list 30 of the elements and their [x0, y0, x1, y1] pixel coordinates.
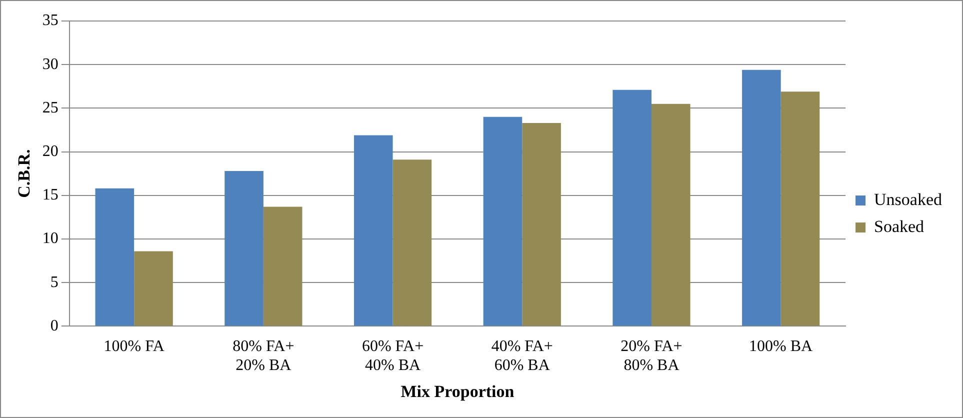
- y-tick-label: 25: [42, 99, 58, 116]
- y-tick-label: 35: [42, 12, 58, 30]
- y-tick-label: 15: [42, 186, 58, 204]
- bar: [522, 123, 561, 326]
- bar: [483, 116, 522, 326]
- bar: [392, 160, 432, 326]
- y-tick-label: 0: [50, 317, 58, 334]
- y-tick-label: 20: [42, 143, 58, 160]
- bar: [263, 206, 302, 326]
- legend-label: Soaked: [874, 216, 925, 236]
- bar: [95, 188, 134, 326]
- y-tick-label: 30: [42, 56, 58, 73]
- legend-label: Unsoaked: [874, 190, 942, 209]
- x-tick-label: 100% FA: [104, 338, 165, 356]
- bar: [354, 135, 393, 326]
- x-tick-label: 80% FA+ 20% BA: [232, 338, 294, 374]
- bar: [612, 90, 652, 326]
- y-tick-label: 10: [42, 230, 58, 248]
- bar: [742, 70, 781, 326]
- bar: [134, 251, 173, 326]
- x-tick-label: 40% FA+ 60% BA: [491, 338, 553, 374]
- y-tick-label: 5: [50, 274, 58, 291]
- x-tick-label: 100% BA: [749, 338, 814, 356]
- x-tick-label: 60% FA+ 40% BA: [362, 338, 424, 374]
- y-axis-title: C.B.R.: [14, 149, 34, 198]
- bar: [780, 92, 820, 326]
- x-axis-title: Mix Proportion: [400, 382, 515, 402]
- bar: [651, 104, 690, 326]
- bar: [224, 170, 264, 326]
- x-tick-label: 20% FA+ 80% BA: [620, 338, 682, 374]
